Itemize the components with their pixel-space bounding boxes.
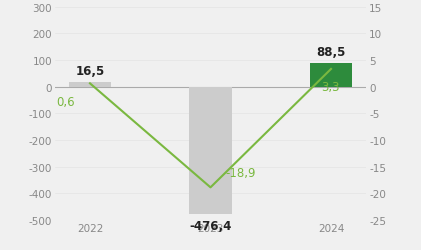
Text: 88,5: 88,5 xyxy=(316,46,346,58)
Text: -18,9: -18,9 xyxy=(225,167,256,179)
Text: 3,3: 3,3 xyxy=(321,80,340,93)
Bar xyxy=(310,64,352,87)
Text: 16,5: 16,5 xyxy=(75,64,104,78)
Bar xyxy=(69,83,111,87)
Text: -476,4: -476,4 xyxy=(189,219,232,232)
Text: 0,6: 0,6 xyxy=(56,96,75,109)
Bar xyxy=(189,87,232,214)
